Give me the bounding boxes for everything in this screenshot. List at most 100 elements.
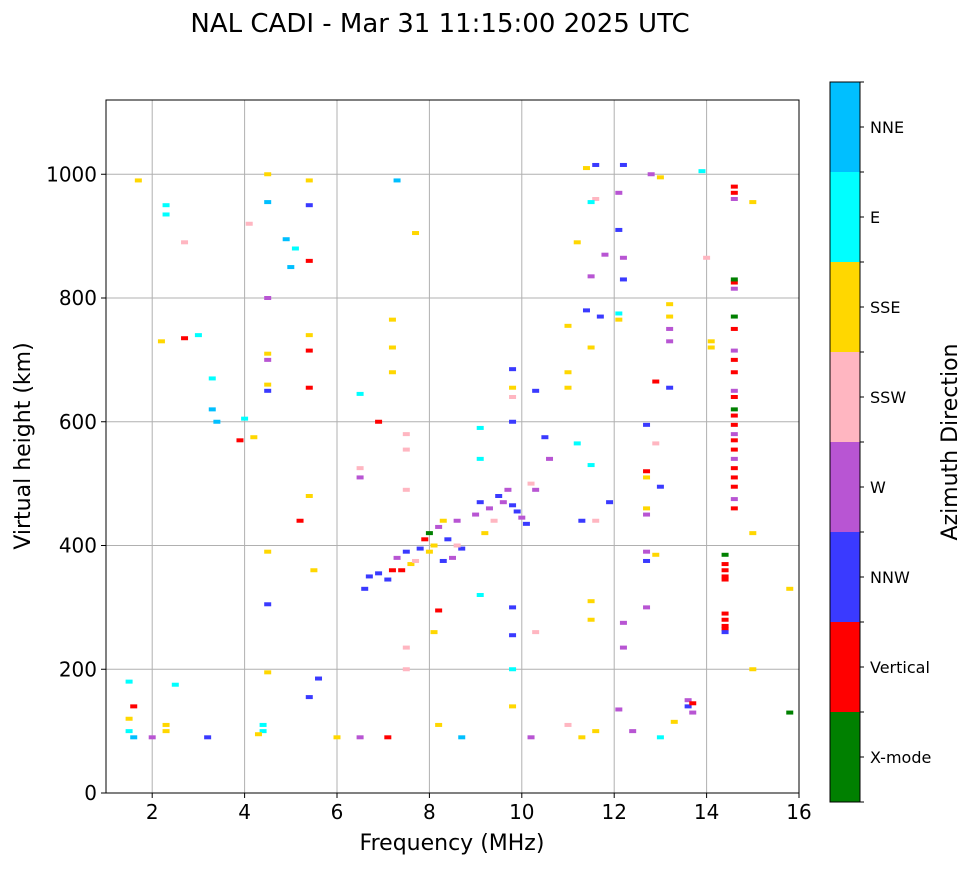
data-point-ssw	[509, 395, 517, 399]
data-point-w	[499, 500, 507, 505]
y-tick-label: 800	[59, 286, 97, 310]
data-point-vertical	[730, 370, 738, 375]
data-point-nnw	[509, 419, 517, 424]
data-point-sse	[162, 729, 170, 734]
data-point-w	[666, 326, 674, 331]
data-point-e	[698, 169, 706, 174]
data-point-sse	[656, 175, 664, 180]
data-point-vertical	[730, 438, 738, 443]
data-point-sse	[643, 506, 651, 511]
data-point-ssw	[412, 558, 420, 563]
data-point-vertical	[421, 537, 429, 542]
data-point-vertical	[730, 184, 738, 189]
data-point-sse	[582, 166, 590, 171]
data-point-vertical	[730, 466, 738, 471]
data-point-w	[435, 524, 443, 529]
data-point-sse	[615, 317, 623, 322]
colorbar-swatch-w	[830, 442, 860, 532]
data-point-sse	[749, 200, 757, 205]
data-point-vertical	[398, 568, 406, 573]
data-point-sse	[134, 178, 142, 183]
colorbar-swatch-e	[830, 172, 860, 262]
data-point-vertical	[730, 506, 738, 511]
data-point-e	[656, 735, 664, 740]
data-point-w	[601, 252, 609, 257]
data-point-nnw	[532, 388, 540, 393]
data-point-e	[125, 729, 133, 734]
data-point-sse	[666, 314, 674, 319]
data-point-sse	[250, 435, 258, 440]
data-point-sse	[310, 568, 318, 573]
colorbar-label-vertical: Vertical	[870, 658, 930, 677]
data-point-vertical	[721, 568, 729, 573]
data-point-nne	[213, 419, 221, 424]
data-point-sse	[264, 351, 272, 356]
data-point-e	[509, 667, 517, 672]
colorbar-label-e: E	[870, 208, 880, 227]
data-point-w	[730, 388, 738, 393]
data-point-nnw	[656, 484, 664, 489]
data-point-e	[194, 333, 202, 338]
data-point-w	[356, 475, 364, 480]
data-point-nnw	[305, 203, 313, 208]
data-point-vertical	[730, 475, 738, 480]
data-point-nnw	[721, 630, 729, 635]
data-point-nnw	[619, 162, 627, 167]
colorbar-swatch-sse	[830, 262, 860, 352]
data-point-sse	[333, 735, 341, 740]
data-point-w	[619, 645, 627, 650]
data-point-ssw	[564, 722, 572, 727]
data-point-vertical	[296, 518, 304, 523]
data-point-nnw	[458, 546, 466, 551]
data-point-e	[476, 593, 484, 597]
data-point-vertical	[730, 413, 738, 418]
data-point-e	[171, 682, 179, 687]
data-point-vertical	[652, 379, 660, 384]
data-point-nnw	[495, 494, 503, 498]
x-tick-label: 6	[331, 800, 344, 824]
colorbar-label-sse: SSE	[870, 298, 900, 317]
x-tick-label: 16	[786, 800, 811, 824]
data-point-ssw	[453, 543, 461, 548]
data-point-ssw	[532, 630, 540, 635]
data-point-w	[643, 549, 651, 554]
data-point-sse	[749, 531, 757, 536]
data-point-vertical	[721, 611, 729, 616]
data-point-sse	[666, 302, 674, 307]
data-point-w	[643, 512, 651, 517]
data-point-sse	[509, 704, 517, 709]
data-point-nnw	[264, 602, 272, 607]
data-point-e	[587, 463, 595, 468]
data-point-sse	[587, 599, 595, 604]
data-point-ssw	[652, 441, 660, 446]
data-point-nnw	[444, 537, 452, 542]
data-point-sse	[652, 552, 660, 557]
y-axis: 0 200 400 600 800 1000	[46, 162, 106, 805]
data-point-vertical	[730, 326, 738, 331]
colorbar-label-ssw: SSW	[870, 388, 906, 407]
data-point-w	[689, 710, 697, 715]
data-point-e	[125, 679, 133, 684]
chart-title: NAL CADI - Mar 31 11:15:00 2025 UTC	[190, 9, 689, 39]
data-point-w	[615, 707, 623, 712]
data-point-w	[472, 512, 480, 517]
data-point-vertical	[236, 438, 244, 443]
y-axis-label: Virtual height (km)	[11, 342, 36, 549]
plot-frame	[105, 99, 800, 794]
data-point-ssw	[181, 240, 189, 245]
data-point-w	[527, 735, 535, 740]
data-point-sse	[564, 370, 572, 375]
data-point-vertical	[730, 447, 738, 452]
grid	[106, 100, 800, 794]
data-point-ssw	[402, 487, 410, 492]
data-point-ssw	[592, 197, 600, 201]
data-point-sse	[412, 231, 420, 236]
data-point-w	[730, 348, 738, 353]
y-tick-label: 600	[59, 410, 97, 434]
data-point-sse	[264, 172, 272, 177]
data-point-vertical	[730, 357, 738, 362]
data-point-sse	[481, 531, 489, 536]
x-tick-label: 2	[146, 800, 159, 824]
data-point-x-mode	[730, 314, 738, 319]
